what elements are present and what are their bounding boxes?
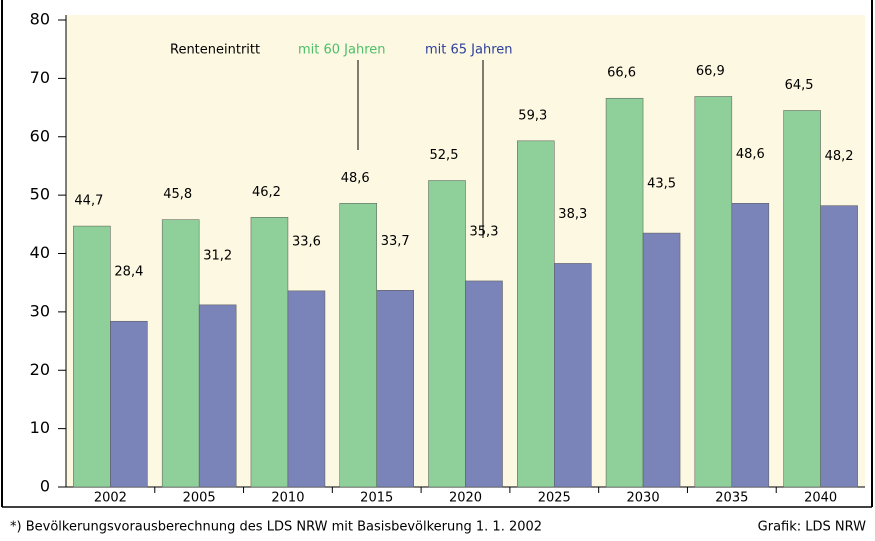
- legend-entry: mit 60 Jahren: [298, 43, 386, 58]
- y-tick-label: 50: [30, 185, 50, 204]
- bar: [250, 217, 289, 488]
- y-tick-label: 10: [30, 418, 50, 437]
- x-tick-label: 2040: [804, 491, 837, 506]
- data-label: 43,5: [647, 177, 676, 192]
- x-tick-label: 2002: [94, 491, 127, 506]
- bar: [605, 97, 644, 488]
- x-tick-label: 2005: [183, 491, 216, 506]
- bar: [287, 290, 326, 488]
- data-label: 28,4: [114, 265, 143, 280]
- x-tick-label: 2010: [271, 491, 304, 506]
- x-tick-label: 2025: [538, 491, 571, 506]
- bar: [694, 96, 733, 488]
- data-label: 64,5: [785, 78, 814, 93]
- data-label: 52,5: [430, 148, 459, 163]
- data-label: 33,7: [381, 234, 410, 249]
- data-label: 59,3: [518, 108, 547, 123]
- bar: [161, 219, 200, 488]
- legend-entry: mit 65 Jahren: [425, 43, 513, 58]
- footnote: *) Bevölkerungsvorausberechnung des LDS …: [10, 520, 542, 535]
- bar: [73, 225, 111, 488]
- bar: [339, 203, 377, 488]
- y-tick-label: 60: [30, 126, 50, 145]
- x-tick-label: 2035: [715, 491, 748, 506]
- data-label: 48,2: [825, 149, 854, 164]
- y-tick-label: 40: [30, 243, 50, 262]
- data-label: 44,7: [74, 194, 103, 209]
- data-label: 33,6: [292, 234, 321, 249]
- bar: [428, 180, 466, 488]
- data-label: 46,2: [252, 185, 281, 200]
- y-tick-label: 80: [30, 10, 50, 29]
- y-tick-label: 30: [30, 301, 50, 320]
- x-tick-label: 2015: [360, 491, 393, 506]
- data-label: 66,6: [607, 66, 636, 81]
- bar: [376, 290, 414, 488]
- y-tick-label: 70: [30, 68, 50, 87]
- data-label: 45,8: [163, 187, 192, 202]
- data-label: 66,9: [696, 64, 725, 79]
- data-label: 31,2: [203, 248, 232, 263]
- x-tick-label: 2020: [449, 491, 482, 506]
- bar: [110, 320, 148, 488]
- data-label: 48,6: [341, 171, 370, 186]
- bar: [731, 203, 770, 488]
- data-label: 38,3: [558, 207, 587, 222]
- x-tick-label: 2030: [627, 491, 660, 506]
- legend-entry: Renteneintritt: [170, 43, 260, 58]
- bar: [820, 205, 858, 488]
- bar: [198, 304, 237, 488]
- source: Grafik: LDS NRW: [758, 520, 866, 535]
- bar: [783, 110, 821, 488]
- data-label: 48,6: [736, 147, 765, 162]
- bar: [642, 232, 681, 488]
- bar: [554, 263, 592, 488]
- y-tick-label: 0: [40, 477, 50, 496]
- y-tick-label: 20: [30, 360, 50, 379]
- data-label: 35,3: [470, 224, 499, 239]
- bar: [465, 280, 503, 488]
- bar: [517, 140, 555, 488]
